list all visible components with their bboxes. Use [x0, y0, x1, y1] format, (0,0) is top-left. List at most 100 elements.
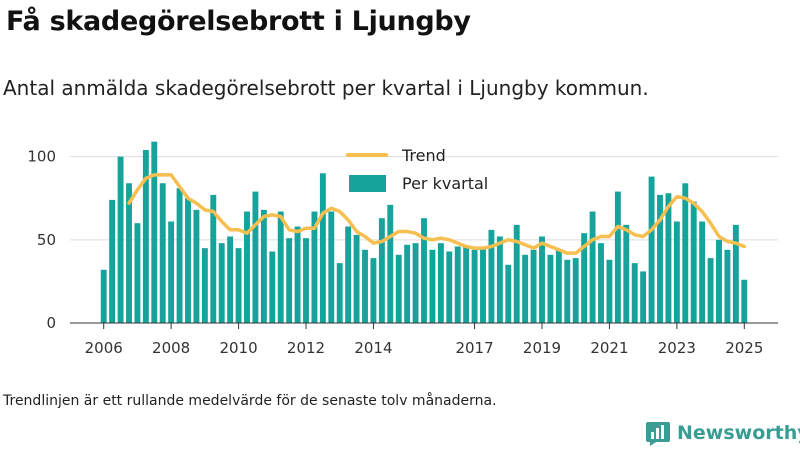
- legend: Trend Per kvartal: [346, 146, 488, 193]
- bar: [606, 259, 613, 323]
- bar: [210, 194, 217, 323]
- legend-trend-label: Trend: [401, 146, 446, 165]
- bar: [218, 243, 225, 323]
- bar: [404, 244, 411, 323]
- bar: [269, 251, 276, 323]
- x-tick-label: 2017: [455, 339, 493, 357]
- bar: [109, 199, 116, 323]
- bar: [699, 221, 706, 323]
- newsworthy-logo-icon: [646, 422, 670, 446]
- bar: [117, 156, 124, 323]
- bar: [555, 249, 562, 323]
- bar: [387, 204, 394, 323]
- bar: [522, 254, 529, 323]
- bar: [159, 183, 166, 323]
- y-tick-label: 100: [27, 148, 56, 166]
- bar: [682, 183, 689, 323]
- bar: [303, 238, 309, 323]
- bar: [665, 193, 672, 323]
- x-tick-label: 2023: [658, 339, 696, 357]
- x-tick-label: 2019: [523, 339, 561, 357]
- bar: [437, 243, 444, 323]
- bar: [640, 271, 647, 323]
- y-tick-label: 50: [37, 231, 56, 249]
- bar: [741, 279, 748, 323]
- chart-area: 0 50 100 2006 2008 2010 2012 2014 2017 2019 2021 20…: [27, 141, 778, 357]
- brand-name: Newsworthy: [677, 422, 800, 444]
- bar: [732, 224, 739, 323]
- bar: [631, 263, 638, 323]
- bar: [353, 234, 360, 323]
- bar: [319, 173, 326, 323]
- bar: [168, 221, 175, 323]
- bar: [395, 254, 402, 323]
- bar: [454, 246, 461, 323]
- bar: [142, 149, 149, 323]
- axes: 0 50 100 2006 2008 2010 2012 2014 2017 2019 2021 20…: [27, 148, 778, 357]
- y-tick-label: 0: [46, 314, 56, 332]
- x-tick-label: 2010: [219, 339, 257, 357]
- bar: [336, 263, 343, 323]
- bar: [690, 201, 697, 323]
- bar: [311, 211, 318, 323]
- trend-series: [127, 173, 747, 255]
- bar: [286, 238, 293, 323]
- bar: [227, 236, 234, 323]
- bar: [724, 249, 731, 323]
- bar: [345, 226, 352, 323]
- bar: [446, 251, 453, 323]
- bar: [244, 211, 250, 323]
- bar: [572, 258, 579, 323]
- bar: [378, 218, 385, 323]
- bar: [716, 239, 722, 323]
- chart-subtitle: Antal anmälda skadegörelsebrott per kvar…: [3, 76, 649, 100]
- bar: [260, 209, 267, 323]
- bar: [328, 211, 335, 323]
- bar: [412, 243, 419, 323]
- bar: [581, 233, 588, 323]
- x-tick-label: 2008: [152, 339, 190, 357]
- trend-line: [127, 173, 747, 255]
- bar: [496, 236, 503, 323]
- bar: [564, 259, 571, 323]
- x-tick-label: 2012: [287, 339, 325, 357]
- bar: [547, 254, 554, 323]
- x-tick-label: 2021: [590, 339, 628, 357]
- bar: [471, 249, 478, 323]
- bar: [252, 191, 259, 323]
- legend-bar-label: Per kvartal: [402, 174, 488, 193]
- legend-bar-swatch: [349, 175, 386, 192]
- bar: [421, 218, 427, 323]
- bar: [201, 248, 208, 323]
- bar: [362, 249, 368, 323]
- x-tick-label: 2006: [85, 339, 123, 357]
- bar: [235, 248, 242, 323]
- bar: [126, 183, 132, 323]
- bar: [539, 236, 545, 323]
- bar: [370, 258, 377, 323]
- bar: [623, 224, 630, 323]
- bar: [648, 176, 655, 323]
- bar: [488, 229, 495, 323]
- bar: [657, 194, 663, 323]
- bar: [294, 226, 301, 323]
- bar: [176, 188, 183, 323]
- bar: [513, 224, 520, 323]
- bar: [589, 211, 596, 323]
- bar-series: [100, 141, 748, 323]
- bar: [480, 248, 486, 323]
- bar: [673, 221, 680, 323]
- bar: [277, 211, 284, 323]
- bar: [134, 223, 141, 323]
- bar: [707, 258, 714, 323]
- bar: [193, 209, 200, 323]
- bar: [505, 264, 512, 323]
- bar: [530, 249, 537, 323]
- bar: [598, 243, 604, 323]
- bar: [463, 246, 470, 323]
- chart-title: Få skadegörelsebrott i Ljungby: [6, 6, 471, 37]
- x-tick-label: 2025: [725, 339, 763, 357]
- bar: [100, 269, 107, 323]
- bar: [614, 191, 621, 323]
- footnote: Trendlinjen är ett rullande medelvärde f…: [3, 393, 497, 409]
